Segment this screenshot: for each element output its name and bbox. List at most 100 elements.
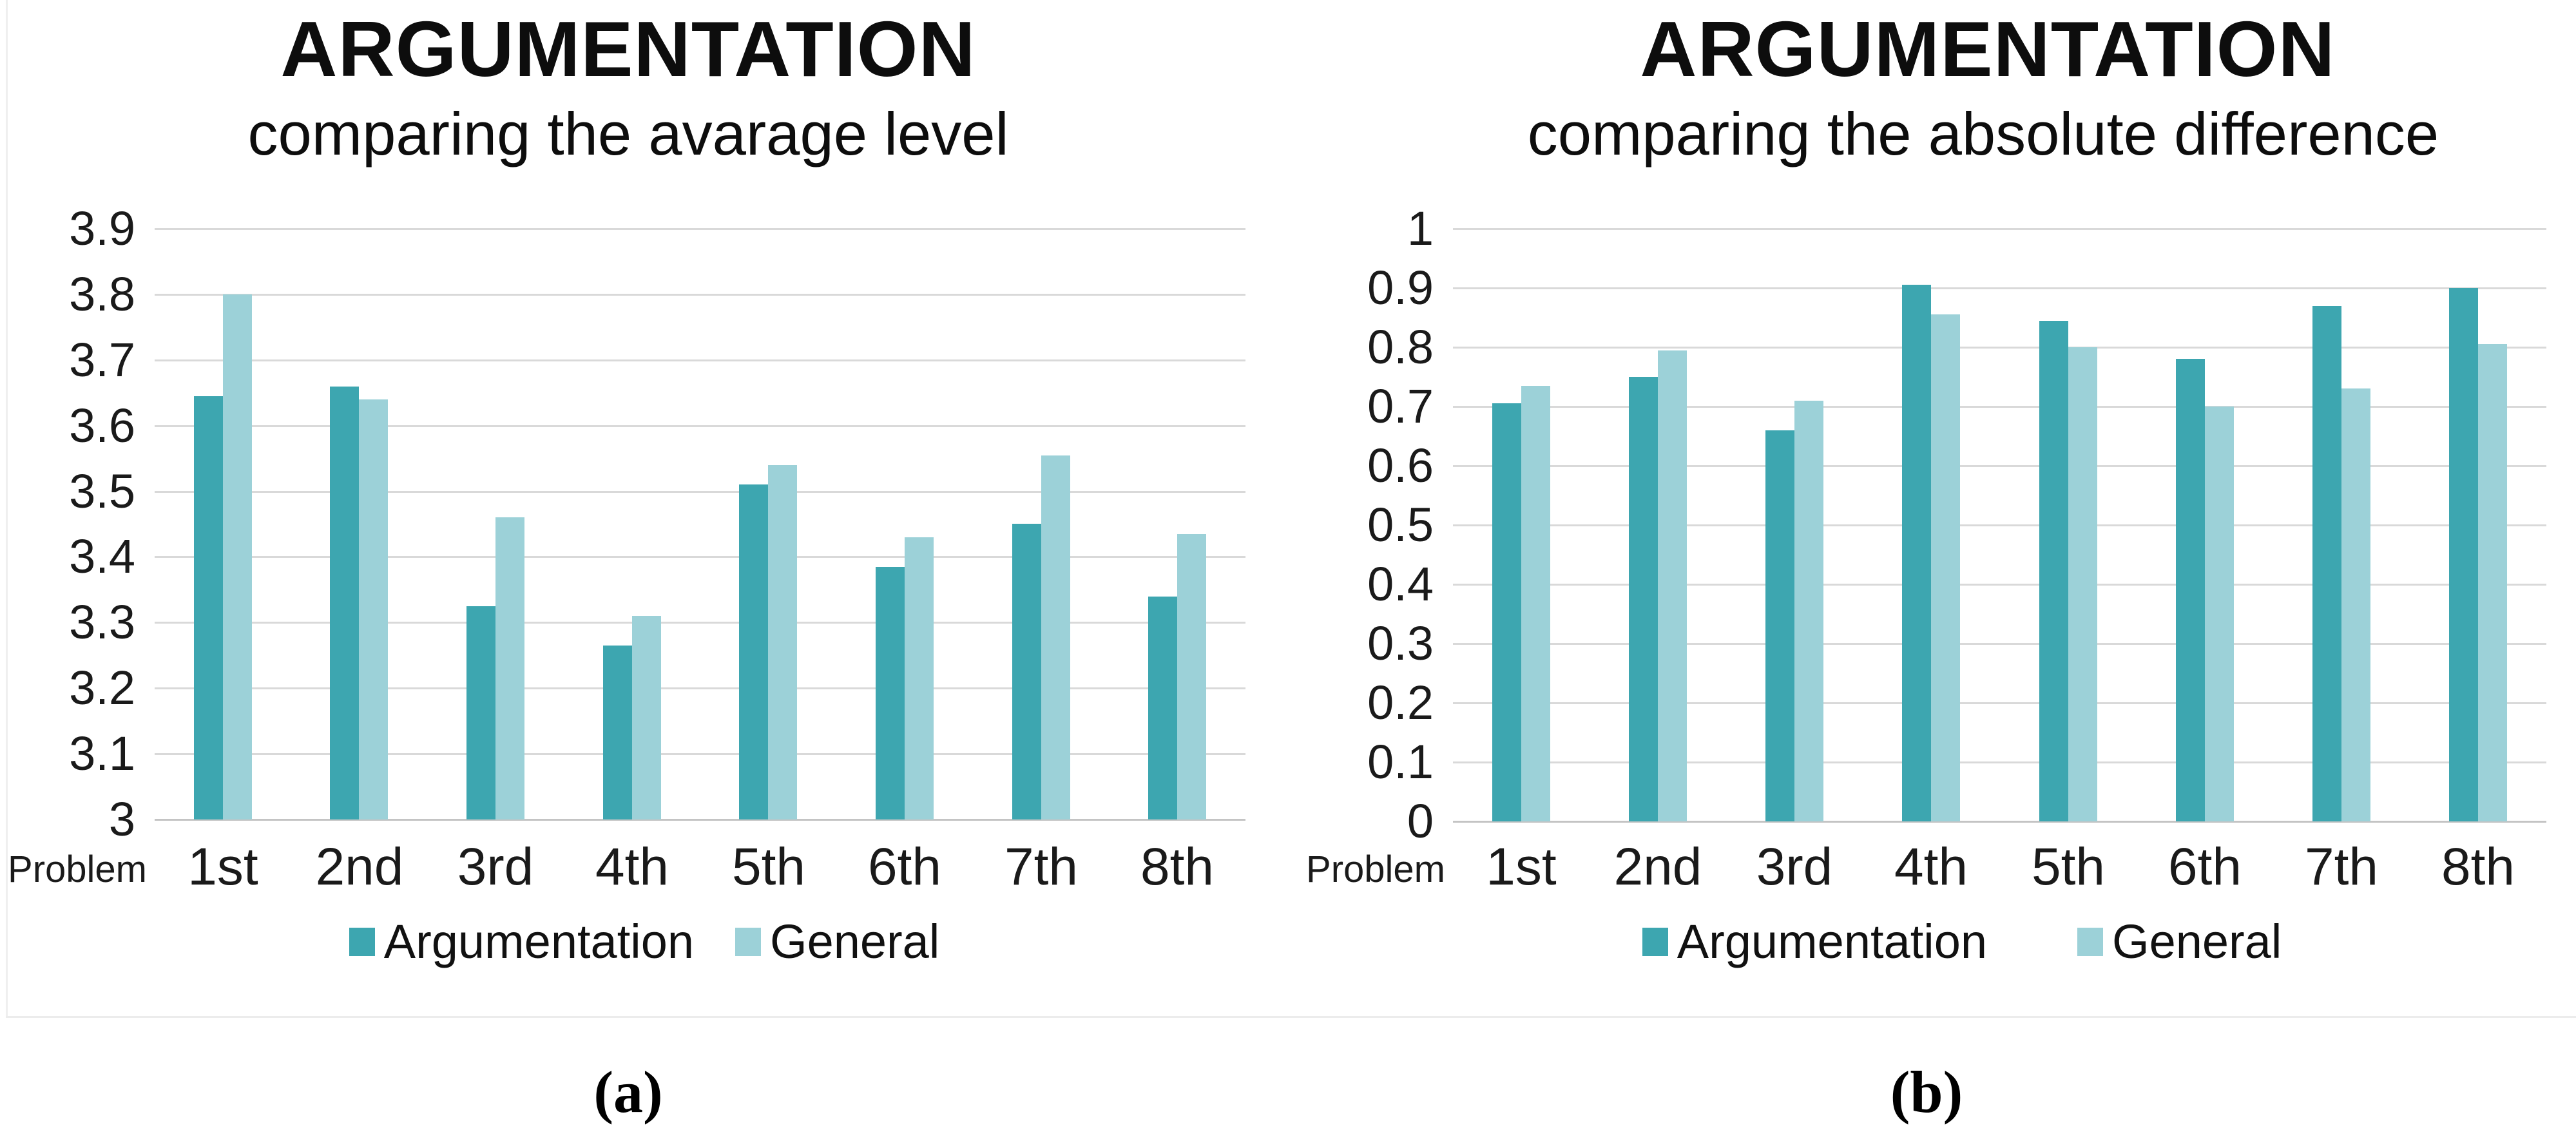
x-category-label: 1st [187,838,258,896]
y-tick-label: 0.8 [1367,320,1434,374]
legend-label: General [2112,915,2282,968]
legend-label: General [770,915,940,968]
gridline [1453,406,2546,408]
gridline [1453,287,2546,289]
chart-b-title: ARGUMENTATION [1640,5,2336,93]
bar-general-4th [632,616,661,819]
bar-general-3rd [1794,401,1823,821]
chart-a-legend: Argumentation General [16,918,1273,966]
bar-argumentation-8th [2449,288,2478,821]
gridline [155,425,1245,427]
x-category-label: 4th [595,838,669,896]
chart-b-legend: Argumentation General [1334,918,2576,966]
gridline [155,687,1245,690]
gridline [1453,702,2546,704]
bar-general-8th [1177,534,1206,819]
gridline [1453,347,2546,349]
bar-argumentation-1st [1492,403,1521,821]
bar-general-2nd [1658,350,1687,821]
bar-general-7th [1041,455,1070,819]
x-category-label: 7th [2305,838,2378,896]
legend-label: Argumentation [1677,915,1988,968]
chart-a-title: ARGUMENTATION [280,5,976,93]
chart-a-subtitle: comparing the avarage level [247,100,1009,168]
bar-general-5th [768,465,797,819]
x-category-label: 3rd [457,838,534,896]
y-tick-label: 3.2 [69,661,135,715]
bar-argumentation-3rd [466,606,495,819]
bar-argumentation-2nd [330,387,359,819]
y-tick-label: 0.6 [1367,439,1434,492]
gridline [155,556,1245,559]
argumentation-swatch-icon [1642,928,1668,956]
bar-argumentation-4th [603,646,632,819]
chart-b-subtitle: comparing the absolute difference [1527,100,2439,168]
gridline [155,359,1245,361]
bar-argumentation-5th [739,484,768,819]
gridline [1453,643,2546,645]
caption-b: (b) [1890,1059,1963,1125]
y-tick-label: 0.4 [1367,557,1434,611]
bar-argumentation-2nd [1629,377,1658,821]
bar-general-3rd [495,517,524,819]
y-tick-label: 3.7 [69,332,135,387]
gridline [155,622,1245,624]
gridline [155,228,1245,230]
x-category-label: 5th [2032,838,2105,896]
general-swatch-icon [2077,928,2104,956]
bar-argumentation-4th [1902,285,1931,821]
bar-general-1st [1521,386,1550,821]
y-tick-label: 3.5 [69,464,135,518]
y-tick-label: 0 [1407,794,1434,848]
x-category-label: 6th [2168,838,2242,896]
x-category-label: 8th [1140,838,1214,896]
caption-a: (a) [593,1059,663,1125]
bar-general-8th [2478,344,2507,821]
gridline [1453,228,2546,230]
legend-item-argumentation: Argumentation [349,918,694,966]
gridline [1453,821,2546,823]
general-swatch-icon [735,928,762,956]
y-tick-label: 3 [108,792,135,846]
bar-argumentation-1st [194,396,223,819]
gridline [1453,761,2546,763]
gridline [155,490,1245,493]
x-category-label: 6th [868,838,941,896]
gridline [155,293,1245,296]
y-tick-label: 0.2 [1367,676,1434,729]
x-category-label: 7th [1004,838,1078,896]
bar-general-5th [2068,347,2097,821]
legend-label: Argumentation [383,915,695,968]
y-tick-label: 3.6 [69,398,135,452]
bar-argumentation-7th [1012,524,1041,819]
y-tick-label: 0.3 [1367,617,1434,670]
legend-item-general: General [2077,918,2282,966]
y-tick-label: 1 [1407,202,1434,255]
gridline [1453,524,2546,526]
bar-argumentation-6th [2176,359,2205,821]
figure-border-bottom [6,1016,2576,1018]
x-category-label: 1st [1486,838,1557,896]
problem-axis-label: Problem [1306,848,1445,890]
y-tick-label: 0.7 [1367,379,1434,433]
x-category-label: 2nd [315,838,404,896]
y-tick-label: 0.1 [1367,735,1434,789]
gridline [155,753,1245,756]
x-category-label: 2nd [1613,838,1702,896]
figure-border-left [6,0,8,1016]
bar-argumentation-8th [1148,597,1177,819]
x-category-label: 8th [2441,838,2515,896]
argumentation-swatch-icon [349,928,375,956]
y-tick-label: 0.5 [1367,498,1434,551]
bar-general-6th [905,537,934,819]
y-tick-label: 3.8 [69,267,135,321]
y-tick-label: 3.3 [69,595,135,649]
x-category-label: 3rd [1756,838,1833,896]
legend-item-argumentation: Argumentation [1642,918,1987,966]
x-category-label: 5th [732,838,805,896]
bar-argumentation-5th [2039,321,2068,821]
y-tick-label: 3.4 [69,530,135,584]
y-tick-label: 0.9 [1367,261,1434,314]
gridline [1453,584,2546,586]
bar-general-1st [223,294,252,819]
